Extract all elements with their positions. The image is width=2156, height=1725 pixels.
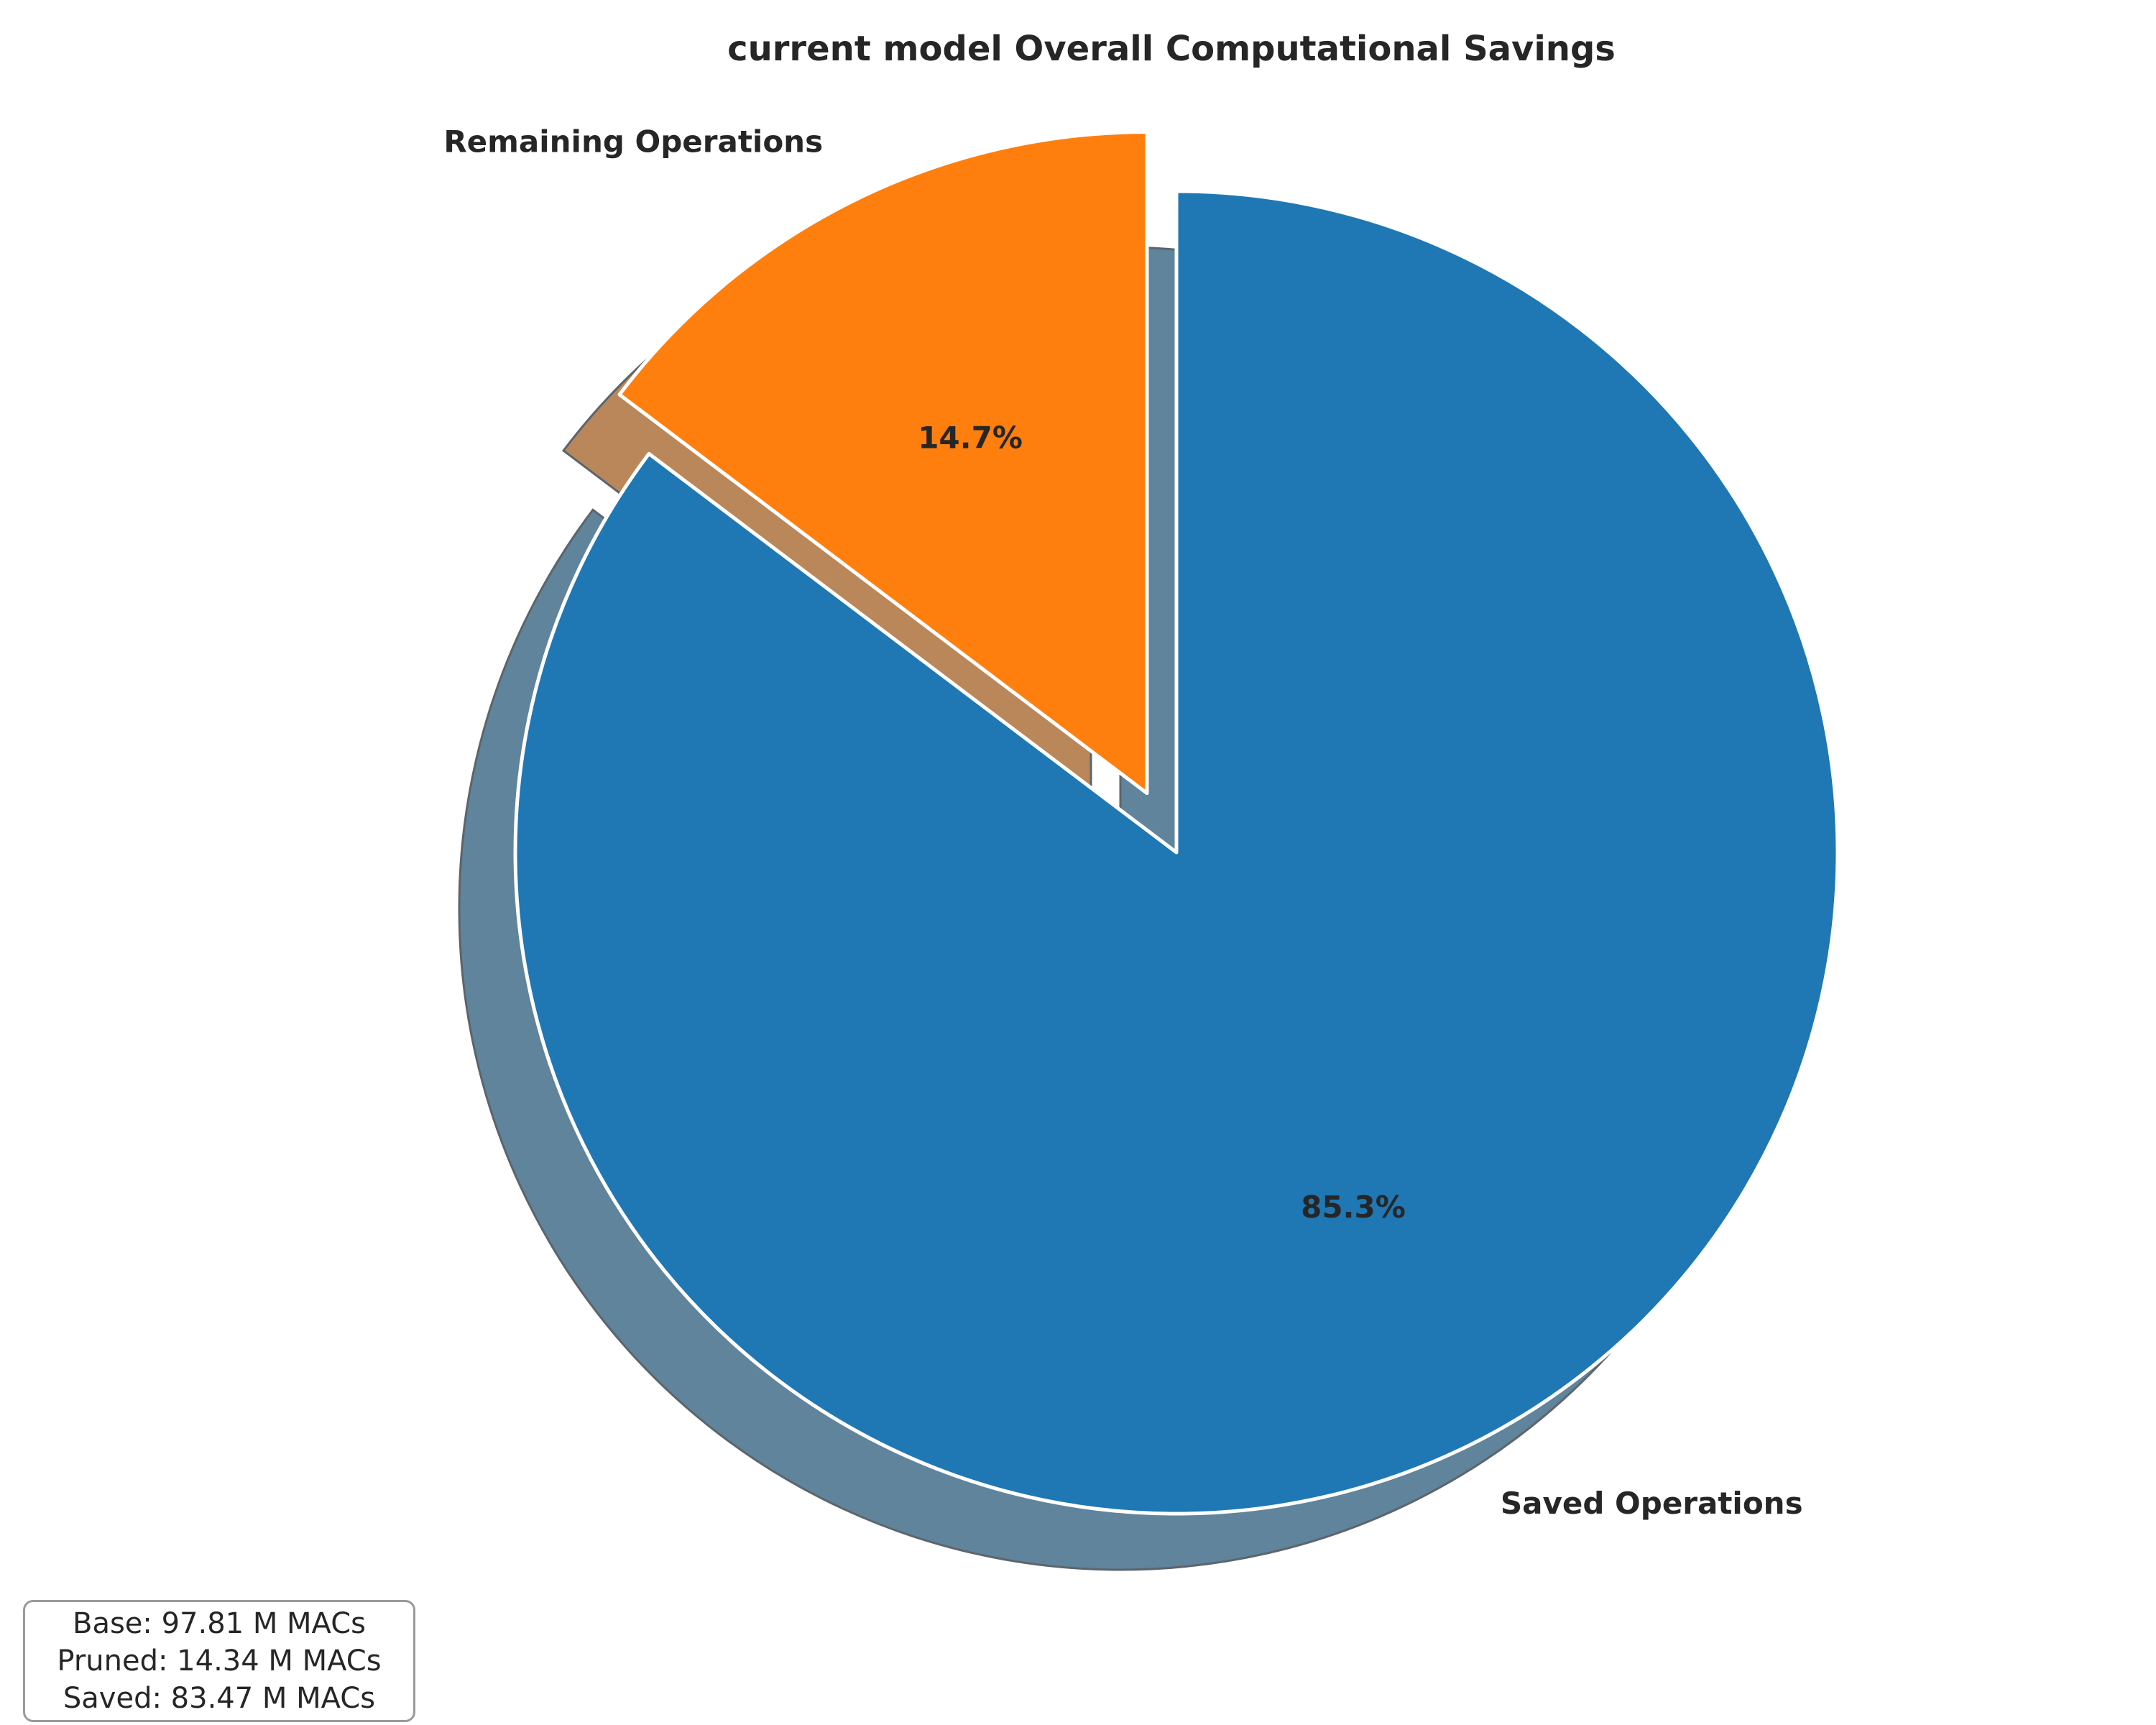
chart-title: current model Overall Computational Savi… (727, 29, 1616, 69)
stats-base: Base: 97.81 M MACs (73, 1607, 366, 1640)
slice-remaining-operations (617, 130, 1149, 796)
pct-saved-operations: 85.3% (1301, 1190, 1406, 1225)
stats-pruned: Pruned: 14.34 M MACs (57, 1644, 382, 1678)
label-saved-operations: Saved Operations (1501, 1486, 1803, 1521)
pct-remaining-operations: 14.7% (918, 420, 1023, 455)
label-remaining-operations: Remaining Operations (443, 124, 823, 160)
slice-saved-operations (513, 189, 1840, 1516)
pie-slices (513, 130, 1840, 1516)
stats-box: Base: 97.81 M MACs Pruned: 14.34 M MACs … (23, 1600, 415, 1722)
pie-labels: Saved Operations 85.3% Remaining Operation… (443, 124, 1802, 1521)
stats-saved: Saved: 83.47 M MACs (63, 1682, 376, 1715)
